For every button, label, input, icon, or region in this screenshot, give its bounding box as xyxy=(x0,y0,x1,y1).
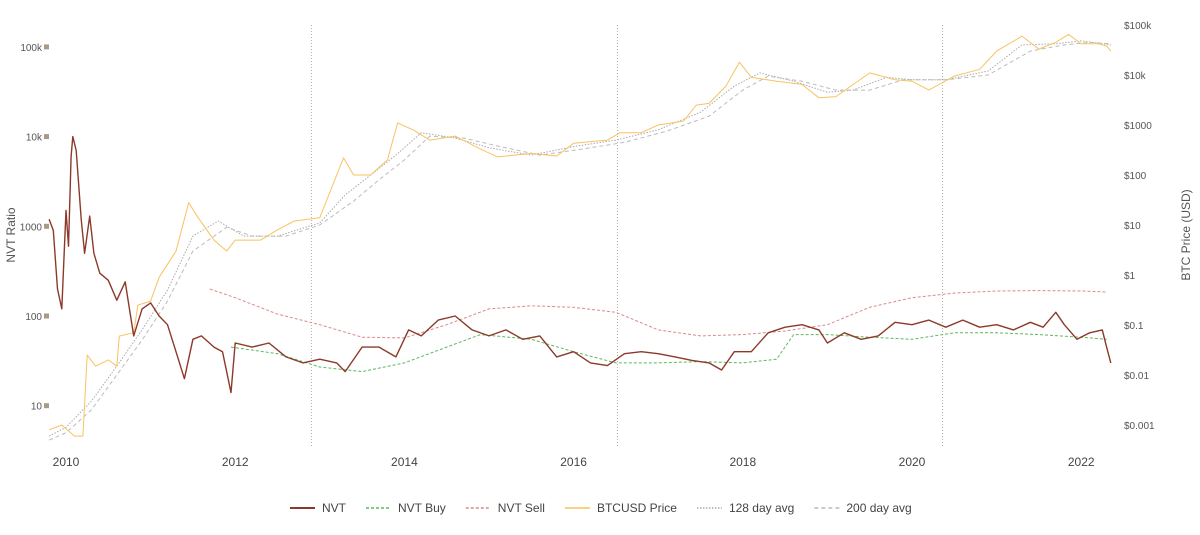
left-tick-label: 10 xyxy=(31,402,43,413)
right-tick-label: $100 xyxy=(1124,171,1147,182)
left-tick-marker xyxy=(44,313,49,319)
right-tick-label: $0.001 xyxy=(1124,421,1155,432)
legend-label: NVT Sell xyxy=(498,501,545,515)
right-tick-label: $10k xyxy=(1124,71,1147,82)
left-tick-label: 10k xyxy=(26,133,43,144)
series-128-day-avg xyxy=(48,40,1111,437)
x-tick-label: 2014 xyxy=(391,455,418,469)
right-tick-label: $1 xyxy=(1124,271,1136,282)
x-tick-label: 2016 xyxy=(560,455,587,469)
x-tick-label: 2010 xyxy=(53,455,80,469)
legend-label: BTCUSD Price xyxy=(597,501,677,515)
left-tick-label: 100 xyxy=(25,312,42,323)
series-btcusd-price xyxy=(48,33,1112,437)
legend-label: NVT Buy xyxy=(398,501,446,515)
y-axis-left-label: NVT Ratio xyxy=(4,207,18,262)
left-tick-marker xyxy=(44,403,49,409)
left-tick-marker xyxy=(44,134,49,140)
series-200-day-avg xyxy=(48,41,1111,441)
legend-label: 200 day avg xyxy=(846,501,911,515)
right-tick-label: $0.1 xyxy=(1124,321,1144,332)
legend-item[interactable]: NVT xyxy=(290,501,347,515)
legend: NVT NVT Buy NVT Sell BTCUSD Price 128 day av… xyxy=(290,501,912,515)
legend-item[interactable]: BTCUSD Price xyxy=(564,501,677,515)
left-tick-label: 1000 xyxy=(20,222,43,233)
legend-item[interactable]: NVT Sell xyxy=(465,501,545,515)
right-tick-label: $10 xyxy=(1124,221,1141,232)
right-tick-label: $0.01 xyxy=(1124,371,1149,382)
x-tick-label: 2022 xyxy=(1068,455,1095,469)
series-nvt-buy xyxy=(230,332,1107,373)
legend-item[interactable]: 128 day avg xyxy=(696,501,794,515)
right-tick-label: $100k xyxy=(1124,21,1152,32)
right-tick-label: $1000 xyxy=(1124,121,1152,132)
y-axis-right-label: BTC Price (USD) xyxy=(1179,189,1193,280)
left-tick-label: 100k xyxy=(20,43,43,54)
left-tick-marker xyxy=(44,44,49,50)
series-nvt-sell xyxy=(209,288,1107,339)
legend-item[interactable]: 200 day avg xyxy=(814,501,912,515)
legend-label: 128 day avg xyxy=(729,501,794,515)
x-tick-label: 2018 xyxy=(729,455,756,469)
x-tick-label: 2020 xyxy=(899,455,926,469)
x-tick-label: 2012 xyxy=(222,455,249,469)
series-nvt xyxy=(48,135,1112,394)
legend-item[interactable]: NVT Buy xyxy=(366,501,446,515)
legend-label: NVT xyxy=(322,501,347,515)
left-tick-marker xyxy=(44,223,49,229)
